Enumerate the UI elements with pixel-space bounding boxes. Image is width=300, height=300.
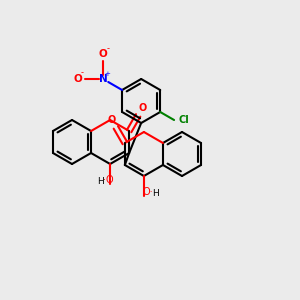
Text: ·O: ·O [103,175,113,185]
Text: O·: O· [142,187,153,197]
Text: O: O [74,74,82,84]
Text: H: H [152,188,159,197]
Text: -: - [106,44,110,53]
Text: -: - [81,68,84,77]
Text: N: N [99,74,107,84]
Text: O: O [99,49,107,59]
Text: H: H [97,176,104,185]
Text: O: O [108,116,116,125]
Text: Cl: Cl [179,115,189,125]
Text: O: O [138,103,146,113]
Text: +: + [104,71,110,77]
